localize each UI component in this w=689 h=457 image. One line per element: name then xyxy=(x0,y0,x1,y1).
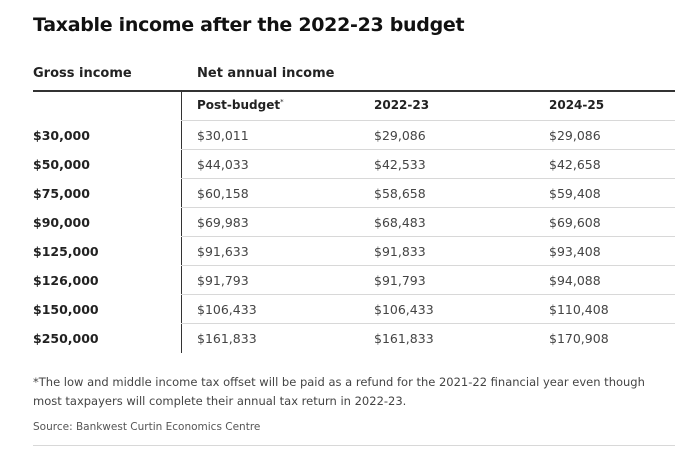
year-2022-23-cell: $68,483 xyxy=(374,215,426,230)
post-budget-cell: $91,633 xyxy=(197,244,249,259)
table-row: $75,000 $60,158 $58,658 $59,408 xyxy=(33,179,675,208)
table-row: $150,000 $106,433 $106,433 $110,408 xyxy=(33,295,675,324)
bottom-rule xyxy=(33,445,675,446)
post-budget-cell: $60,158 xyxy=(197,186,249,201)
gross-income-cell: $126,000 xyxy=(33,273,99,288)
row-divider xyxy=(181,178,675,179)
post-budget-cell: $106,433 xyxy=(197,302,257,317)
source-note: Source: Bankwest Curtin Economics Centre xyxy=(33,421,261,433)
gross-income-cell: $90,000 xyxy=(33,215,90,230)
gross-income-cell: $75,000 xyxy=(33,186,90,201)
year-2024-25-cell: $69,608 xyxy=(549,215,601,230)
year-2022-23-cell: $106,433 xyxy=(374,302,434,317)
table-title: Taxable income after the 2022-23 budget xyxy=(33,14,465,36)
column-divider xyxy=(181,92,182,353)
gross-income-cell: $250,000 xyxy=(33,331,99,346)
gross-income-cell: $50,000 xyxy=(33,157,90,172)
post-budget-cell: $44,033 xyxy=(197,157,249,172)
year-2022-23-cell: $161,833 xyxy=(374,331,434,346)
year-2022-23-cell: $91,833 xyxy=(374,244,426,259)
year-2024-25-cell: $59,408 xyxy=(549,186,601,201)
row-divider xyxy=(181,236,675,237)
post-budget-cell: $91,793 xyxy=(197,273,249,288)
year-2024-25-cell: $93,408 xyxy=(549,244,601,259)
row-divider xyxy=(181,207,675,208)
subheader-rule xyxy=(181,120,675,121)
gross-income-cell: $150,000 xyxy=(33,302,99,317)
footnote-marker: * xyxy=(280,98,284,106)
year-2022-23-cell: $29,086 xyxy=(374,128,426,143)
net-income-header: Net annual income xyxy=(197,66,335,81)
year-2022-23-cell: $58,658 xyxy=(374,186,426,201)
row-divider xyxy=(181,323,675,324)
post-budget-cell: $161,833 xyxy=(197,331,257,346)
table-row: $126,000 $91,793 $91,793 $94,088 xyxy=(33,266,675,295)
table-row: $90,000 $69,983 $68,483 $69,608 xyxy=(33,208,675,237)
gross-income-cell: $30,000 xyxy=(33,128,90,143)
year-2024-25-cell: $29,086 xyxy=(549,128,601,143)
table-row: $50,000 $44,033 $42,533 $42,658 xyxy=(33,150,675,179)
year-2024-25-cell: $110,408 xyxy=(549,302,609,317)
row-divider xyxy=(181,265,675,266)
year-2024-25-cell: $42,658 xyxy=(549,157,601,172)
year-2024-25-cell: $170,908 xyxy=(549,331,609,346)
footnote: *The low and middle income tax offset wi… xyxy=(33,375,645,408)
header-rule xyxy=(33,90,675,92)
post-budget-cell: $69,983 xyxy=(197,215,249,230)
subheader-2024-25: 2024-25 xyxy=(549,98,605,112)
table-row: $125,000 $91,633 $91,833 $93,408 xyxy=(33,237,675,266)
subheader-2022-23: 2022-23 xyxy=(374,98,430,112)
table-row: $30,000 $30,011 $29,086 $29,086 xyxy=(33,121,675,150)
year-2022-23-cell: $91,793 xyxy=(374,273,426,288)
subheader-post-budget-label: Post-budget xyxy=(197,98,281,112)
table-row: $250,000 $161,833 $161,833 $170,908 xyxy=(33,324,675,353)
post-budget-cell: $30,011 xyxy=(197,128,249,143)
row-divider xyxy=(181,149,675,150)
year-2022-23-cell: $42,533 xyxy=(374,157,426,172)
gross-income-cell: $125,000 xyxy=(33,244,99,259)
row-divider xyxy=(181,294,675,295)
gross-income-header: Gross income xyxy=(33,66,132,81)
year-2024-25-cell: $94,088 xyxy=(549,273,601,288)
subheader-post-budget: Post-budget* xyxy=(197,98,284,112)
